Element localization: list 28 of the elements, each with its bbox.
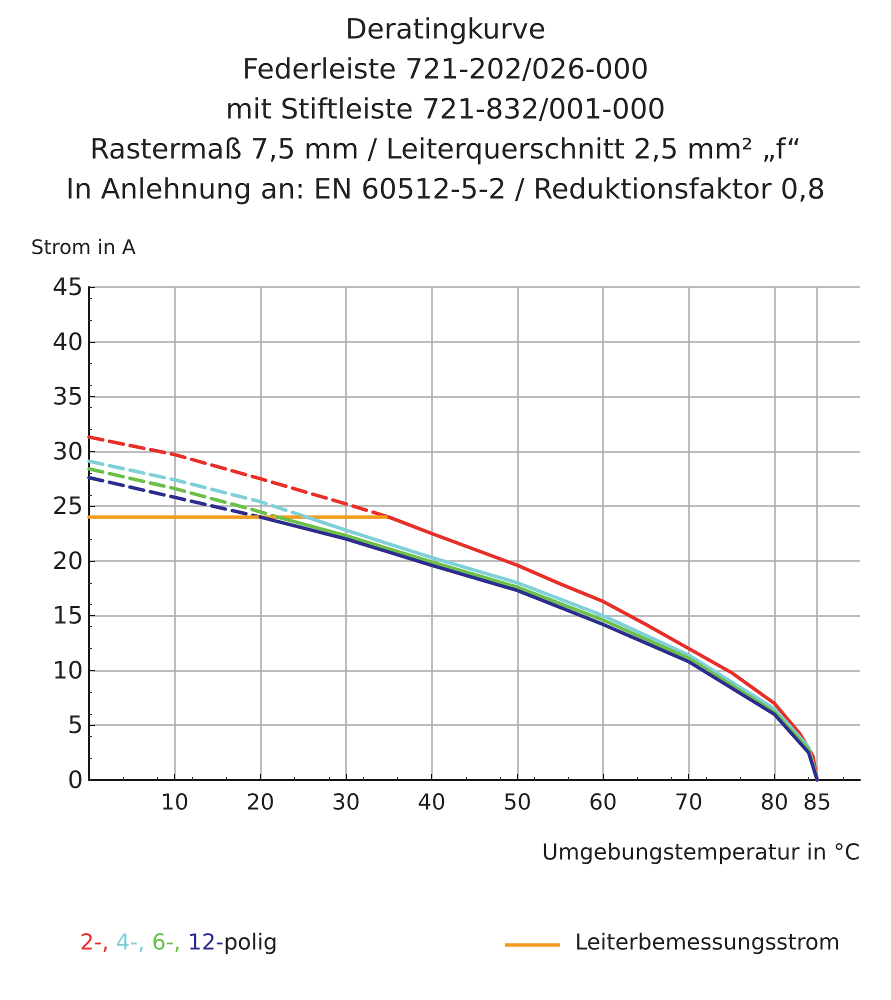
text: 4-, (116, 930, 152, 956)
y-tick-label: 35 (52, 382, 83, 411)
y-tick-label: 0 (68, 766, 83, 794)
x-tick-label: 70 (674, 790, 703, 816)
y-tick-label: 10 (52, 656, 83, 684)
y-axis-title: Strom in A (31, 235, 136, 259)
x-tick-label: 40 (418, 790, 446, 816)
y-tick-label: 20 (52, 546, 83, 575)
legend-title: polig (224, 930, 278, 956)
x-tick-label: 80 (760, 790, 788, 816)
legend-label: Leiterbemessungsstrom (575, 930, 840, 956)
y-tick-label: 5 (68, 711, 83, 740)
chart-title: Deratingkurve Federleiste 721-202/026-000 mit Stiftleiste 721-832/001-000 Rastermaß 7,5 mm / Leiterquerschnitt 2,5 mm² „f“ In Anlehnung an: EN 60512-5-2 / Reduktionsfaktor 0,8 (66, 12, 826, 206)
y-tick-label: 45 (52, 273, 83, 301)
x-tick-label: 60 (589, 790, 617, 816)
x-tick-label: 20 (246, 790, 274, 816)
y-tick-label: 40 (52, 328, 83, 356)
x-tick-label: 50 (503, 790, 532, 816)
text: 12- (188, 930, 224, 956)
y-tick-label: 30 (52, 437, 83, 466)
x-tick-label: 30 (332, 790, 360, 816)
x-tick-label: 85 (803, 790, 832, 816)
text: 2-, (80, 930, 116, 956)
y-tick-label: 25 (52, 492, 83, 520)
x-tick-label: 10 (160, 790, 189, 816)
y-tick-label: 15 (52, 602, 83, 630)
x-axis-title: Umgebungstemperatur in °C (542, 840, 860, 866)
text: 6-, (152, 930, 188, 956)
